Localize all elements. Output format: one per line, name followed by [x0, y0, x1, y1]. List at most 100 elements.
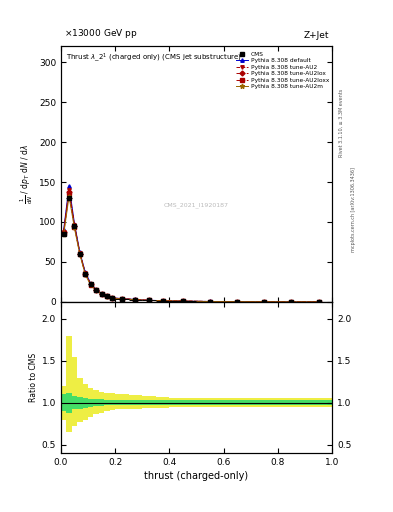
Pythia 8.308 tune-AU2	[105, 293, 109, 300]
Pythia 8.308 tune-AU2loxx	[262, 298, 266, 305]
Pythia 8.308 tune-AU2lox	[133, 296, 138, 303]
Pythia 8.308 tune-AU2	[181, 298, 185, 304]
Pythia 8.308 tune-AU2lox	[110, 295, 115, 301]
Legend: CMS, Pythia 8.308 default, Pythia 8.308 tune-AU2, Pythia 8.308 tune-AU2lox, Pyth: CMS, Pythia 8.308 default, Pythia 8.308 …	[236, 52, 329, 90]
X-axis label: thrust (charged-only): thrust (charged-only)	[145, 471, 248, 481]
Pythia 8.308 tune-AU2lox	[77, 250, 82, 257]
Pythia 8.308 tune-AU2	[88, 281, 93, 287]
Pythia 8.308 tune-AU2	[99, 291, 104, 297]
Pythia 8.308 tune-AU2loxx	[99, 291, 104, 297]
Pythia 8.308 default	[147, 297, 151, 303]
Pythia 8.308 tune-AU2lox	[88, 281, 93, 287]
Pythia 8.308 tune-AU2lox	[262, 298, 266, 305]
Pythia 8.308 default	[181, 298, 185, 304]
Pythia 8.308 tune-AU2	[77, 250, 82, 256]
Pythia 8.308 tune-AU2lox	[208, 298, 212, 305]
Line: Pythia 8.308 default: Pythia 8.308 default	[62, 184, 320, 304]
Pythia 8.308 tune-AU2	[119, 295, 124, 302]
Pythia 8.308 tune-AU2loxx	[110, 295, 115, 301]
Pythia 8.308 tune-AU2lox	[72, 223, 77, 229]
Pythia 8.308 tune-AU2lox	[67, 188, 72, 195]
Pythia 8.308 tune-AU2loxx	[181, 298, 185, 304]
Pythia 8.308 tune-AU2	[94, 287, 99, 293]
Pythia 8.308 default	[94, 287, 99, 293]
Pythia 8.308 tune-AU2m	[160, 298, 165, 304]
Pythia 8.308 default	[105, 293, 109, 299]
Pythia 8.308 tune-AU2m	[67, 194, 72, 200]
Pythia 8.308 tune-AU2	[208, 298, 212, 305]
Pythia 8.308 tune-AU2	[147, 297, 151, 304]
Pythia 8.308 tune-AU2m	[289, 299, 294, 305]
Y-axis label: Ratio to CMS: Ratio to CMS	[29, 353, 37, 402]
Text: mcplots.cern.ch [arXiv:1306.3436]: mcplots.cern.ch [arXiv:1306.3436]	[351, 167, 356, 252]
Pythia 8.308 default	[83, 269, 88, 275]
Pythia 8.308 default	[208, 298, 212, 305]
Text: $\times$13000 GeV pp: $\times$13000 GeV pp	[64, 27, 137, 40]
Pythia 8.308 tune-AU2loxx	[105, 293, 109, 300]
Pythia 8.308 tune-AU2m	[105, 293, 109, 300]
Pythia 8.308 tune-AU2loxx	[94, 287, 99, 293]
Pythia 8.308 tune-AU2m	[88, 282, 93, 288]
Pythia 8.308 default	[110, 295, 115, 301]
Pythia 8.308 tune-AU2m	[110, 295, 115, 302]
Pythia 8.308 default	[88, 281, 93, 287]
Pythia 8.308 tune-AU2m	[147, 297, 151, 304]
Pythia 8.308 tune-AU2m	[133, 296, 138, 303]
Pythia 8.308 tune-AU2lox	[83, 270, 88, 276]
Pythia 8.308 default	[262, 298, 266, 305]
Pythia 8.308 tune-AU2loxx	[67, 190, 72, 196]
Pythia 8.308 tune-AU2	[110, 295, 115, 301]
Text: Rivet 3.1.10, ≥ 3.3M events: Rivet 3.1.10, ≥ 3.3M events	[339, 89, 344, 157]
Pythia 8.308 tune-AU2	[316, 299, 321, 305]
Pythia 8.308 default	[316, 299, 321, 305]
Pythia 8.308 tune-AU2lox	[94, 287, 99, 293]
Line: Pythia 8.308 tune-AU2: Pythia 8.308 tune-AU2	[62, 188, 320, 304]
Pythia 8.308 tune-AU2lox	[61, 229, 66, 236]
Pythia 8.308 default	[235, 298, 239, 305]
Pythia 8.308 tune-AU2loxx	[289, 299, 294, 305]
Pythia 8.308 default	[77, 249, 82, 255]
Pythia 8.308 tune-AU2	[83, 270, 88, 276]
Pythia 8.308 tune-AU2loxx	[147, 297, 151, 304]
Pythia 8.308 tune-AU2lox	[160, 297, 165, 304]
Line: Pythia 8.308 tune-AU2lox: Pythia 8.308 tune-AU2lox	[62, 190, 320, 304]
Pythia 8.308 tune-AU2loxx	[83, 271, 88, 277]
Pythia 8.308 tune-AU2m	[61, 232, 66, 238]
Pythia 8.308 tune-AU2lox	[289, 299, 294, 305]
Pythia 8.308 tune-AU2m	[94, 287, 99, 293]
Pythia 8.308 default	[67, 183, 72, 189]
Pythia 8.308 tune-AU2lox	[119, 296, 124, 302]
Pythia 8.308 tune-AU2	[289, 299, 294, 305]
Pythia 8.308 tune-AU2m	[262, 298, 266, 305]
Pythia 8.308 tune-AU2	[262, 298, 266, 305]
Line: Pythia 8.308 tune-AU2m: Pythia 8.308 tune-AU2m	[62, 195, 320, 304]
Pythia 8.308 tune-AU2loxx	[77, 251, 82, 257]
Pythia 8.308 tune-AU2loxx	[119, 296, 124, 302]
Line: Pythia 8.308 tune-AU2loxx: Pythia 8.308 tune-AU2loxx	[62, 191, 320, 304]
Pythia 8.308 default	[99, 290, 104, 296]
Pythia 8.308 tune-AU2	[133, 296, 138, 303]
Pythia 8.308 tune-AU2loxx	[235, 298, 239, 305]
Pythia 8.308 tune-AU2m	[77, 252, 82, 258]
Pythia 8.308 default	[119, 295, 124, 302]
Pythia 8.308 tune-AU2loxx	[316, 299, 321, 305]
Pythia 8.308 tune-AU2m	[83, 272, 88, 278]
Pythia 8.308 tune-AU2lox	[316, 299, 321, 305]
Pythia 8.308 tune-AU2lox	[99, 291, 104, 297]
Pythia 8.308 default	[61, 227, 66, 233]
Pythia 8.308 tune-AU2loxx	[88, 282, 93, 288]
Pythia 8.308 tune-AU2lox	[147, 297, 151, 304]
Pythia 8.308 tune-AU2	[67, 187, 72, 193]
Text: Thrust $\lambda\_2^1$ (charged only) (CMS jet substructure): Thrust $\lambda\_2^1$ (charged only) (CM…	[66, 51, 242, 64]
Text: CMS_2021_I1920187: CMS_2021_I1920187	[164, 202, 229, 207]
Pythia 8.308 default	[72, 221, 77, 227]
Pythia 8.308 tune-AU2loxx	[160, 297, 165, 304]
Pythia 8.308 tune-AU2m	[235, 298, 239, 305]
Pythia 8.308 tune-AU2m	[208, 298, 212, 305]
Pythia 8.308 default	[160, 297, 165, 304]
Text: Z+Jet: Z+Jet	[304, 31, 329, 40]
Pythia 8.308 tune-AU2lox	[235, 298, 239, 305]
Pythia 8.308 tune-AU2	[235, 298, 239, 305]
Pythia 8.308 default	[289, 299, 294, 305]
Pythia 8.308 tune-AU2loxx	[72, 224, 77, 230]
